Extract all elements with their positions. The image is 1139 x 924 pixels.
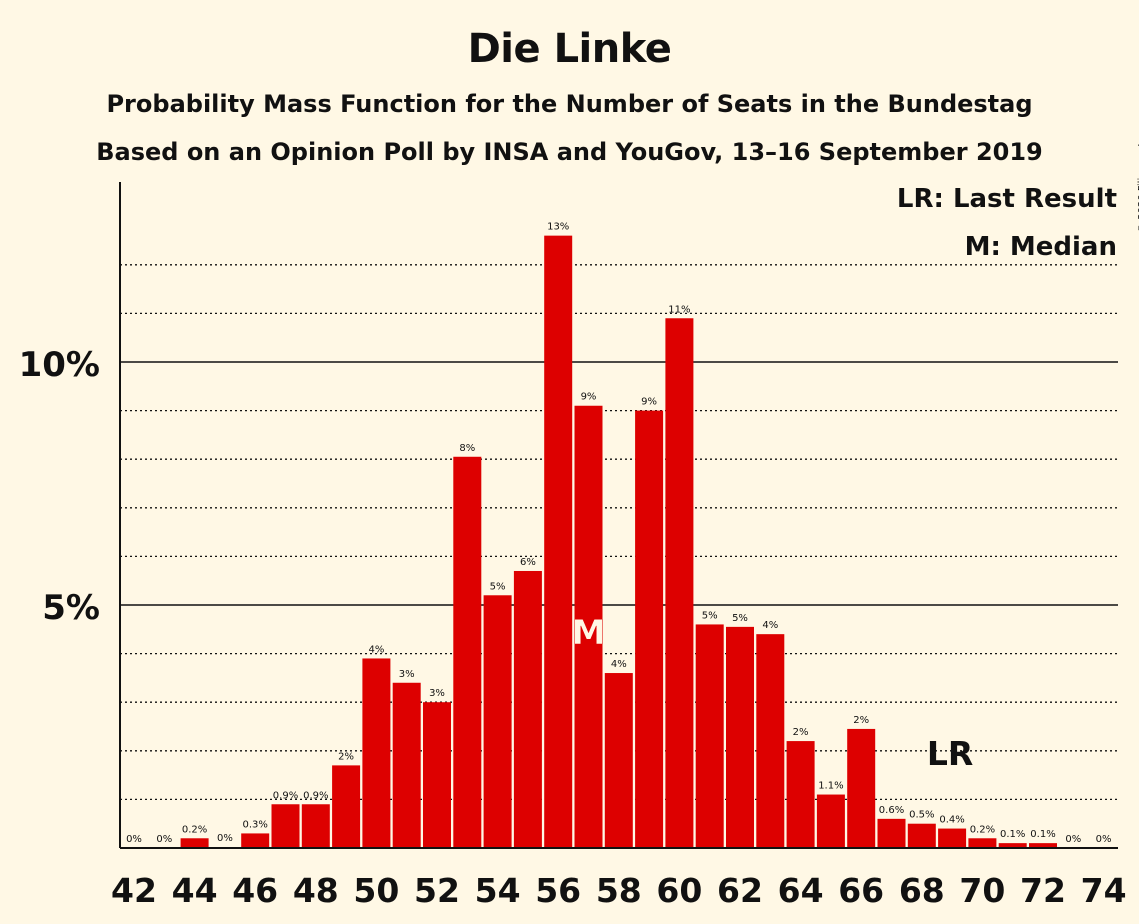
bar-seat-63 <box>756 634 785 848</box>
x-tick-label: 62 <box>717 871 763 910</box>
chart-title: Die Linke <box>467 26 672 72</box>
bar-value-label: 0.2% <box>970 824 995 835</box>
bar-seat-55 <box>513 570 542 848</box>
bar-seat-66 <box>847 728 876 848</box>
bar-value-label: 0% <box>156 834 172 845</box>
bar-value-label: 0% <box>217 833 233 844</box>
bar-value-label: 1.1% <box>818 781 843 792</box>
bar-seat-51 <box>392 682 421 848</box>
x-tick-label: 64 <box>778 871 824 910</box>
bar-value-label: 4% <box>611 659 627 670</box>
bar-seat-47 <box>271 804 300 848</box>
bar-value-label: 6% <box>520 557 536 568</box>
x-tick-label: 60 <box>656 871 702 910</box>
bar-value-label: 5% <box>732 613 748 624</box>
y-tick-label: 10% <box>19 345 100 385</box>
bar-seat-52 <box>423 702 451 848</box>
legend-last-result: LR: Last Result <box>896 184 1117 214</box>
bar-seat-65 <box>816 794 845 848</box>
bar-seat-61 <box>695 624 724 848</box>
x-tick-label: 44 <box>172 871 218 910</box>
bar-value-label: 9% <box>641 397 657 408</box>
bar-seat-50 <box>362 658 391 848</box>
x-tick-label: 48 <box>293 871 339 910</box>
bar-value-label: 8% <box>459 443 475 454</box>
bar-seat-59 <box>635 410 664 848</box>
bar-seat-46 <box>241 833 270 848</box>
x-tick-label: 72 <box>1020 871 1066 910</box>
bar-value-label: 0.1% <box>1030 829 1055 840</box>
x-tick-label: 56 <box>535 871 581 910</box>
legend-median: M: Median <box>964 232 1117 262</box>
bar-seat-44 <box>180 838 209 848</box>
chart-subtitle-source: Based on an Opinion Poll by INSA and You… <box>96 138 1043 166</box>
bar-seat-60 <box>665 318 694 848</box>
bar-seat-48 <box>301 804 330 848</box>
x-tick-label: 66 <box>838 871 884 910</box>
bar-value-label: 11% <box>668 304 690 315</box>
bar-value-label: 0.1% <box>1000 829 1025 840</box>
x-tick-label: 52 <box>414 871 460 910</box>
last-result-marker: LR <box>927 734 973 773</box>
bar-seat-58 <box>604 673 633 848</box>
median-marker: M <box>572 613 606 653</box>
chart-subtitle: Probability Mass Function for the Number… <box>106 90 1033 118</box>
bar-value-label: 0.4% <box>939 815 964 826</box>
bar-value-label: 3% <box>399 669 415 680</box>
bar-seat-72 <box>1029 843 1057 848</box>
bar-value-label: 5% <box>490 581 506 592</box>
bar-seat-71 <box>998 843 1027 848</box>
bar-value-label: 2% <box>338 751 354 762</box>
bar-seat-68 <box>907 823 936 848</box>
bar-value-label: 0% <box>1065 834 1081 845</box>
bar-value-label: 0.6% <box>879 805 904 816</box>
y-tick-label: 5% <box>42 588 100 628</box>
bar-value-label: 4% <box>368 644 384 655</box>
bar-value-label: 0.2% <box>182 824 207 835</box>
x-tick-label: 54 <box>475 871 521 910</box>
bar-seat-69 <box>938 828 967 848</box>
x-tick-label: 50 <box>353 871 399 910</box>
bar-value-label: 0.3% <box>242 819 267 830</box>
bar-value-label: 0% <box>1096 834 1112 845</box>
bar-value-label: 3% <box>429 688 445 699</box>
bar-seat-57 <box>574 405 603 848</box>
x-tick-label: 74 <box>1081 871 1127 910</box>
bar-seat-62 <box>726 626 754 848</box>
x-tick-label: 58 <box>596 871 642 910</box>
x-tick-label: 46 <box>232 871 278 910</box>
bar-seat-67 <box>877 818 906 848</box>
bar-value-label: 0.9% <box>273 790 298 801</box>
x-tick-label: 42 <box>111 871 157 910</box>
bar-value-label: 4% <box>762 620 778 631</box>
bar-seat-54 <box>483 595 512 848</box>
bar-seat-53 <box>453 456 482 848</box>
bar-seat-64 <box>786 741 815 848</box>
x-tick-label: 70 <box>959 871 1005 910</box>
bar-value-label: 2% <box>793 727 809 738</box>
bar-seat-70 <box>968 838 997 848</box>
x-tick-label: 68 <box>899 871 945 910</box>
bar-seat-56 <box>544 235 573 848</box>
bar-value-label: 5% <box>702 610 718 621</box>
bar-value-label: 9% <box>581 392 597 403</box>
bar-value-label: 13% <box>547 222 569 233</box>
bar-seat-49 <box>332 765 361 848</box>
bar-value-label: 0.9% <box>303 790 328 801</box>
bar-value-label: 2% <box>853 715 869 726</box>
bar-value-label: 0% <box>126 834 142 845</box>
bar-value-label: 0.5% <box>909 810 934 821</box>
